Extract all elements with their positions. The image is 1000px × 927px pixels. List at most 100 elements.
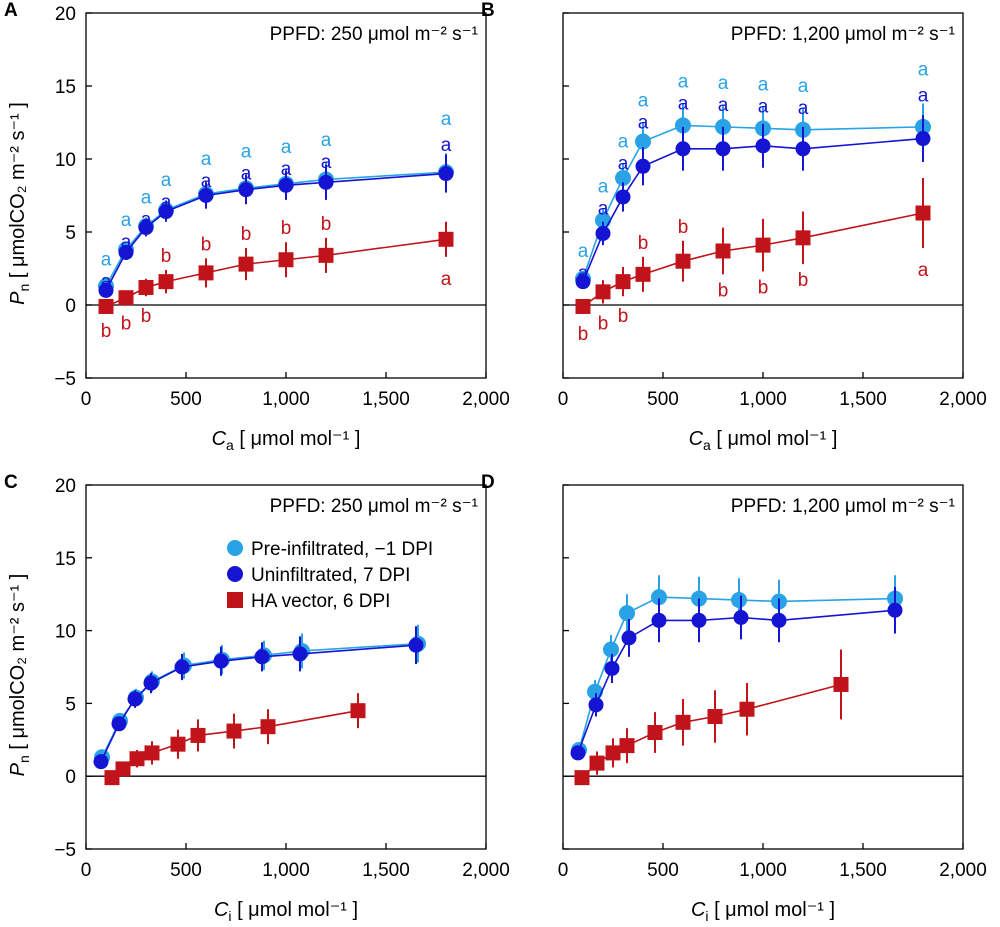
- sig-letter: a: [281, 137, 292, 158]
- data-point: [226, 723, 242, 739]
- data-point: [595, 225, 611, 241]
- data-point: [715, 243, 731, 259]
- y-tick-label: 10: [55, 622, 76, 643]
- data-point: [98, 298, 114, 314]
- data-point: [350, 703, 366, 719]
- y-tick-label: 5: [65, 694, 76, 715]
- data-point: [739, 701, 755, 717]
- data-point: [238, 182, 254, 198]
- y-label-var: P: [7, 291, 29, 305]
- sig-letter: a: [718, 73, 729, 94]
- x-label-unit: [ μmol mol⁻¹ ]: [711, 428, 838, 450]
- x-label-sub: i: [705, 908, 708, 924]
- x-tick-label: 2,000: [462, 860, 510, 881]
- series-uninfiltrated: [98, 154, 454, 298]
- x-label-var: C: [691, 899, 706, 921]
- data-point: [795, 141, 811, 157]
- plot-frame: [562, 484, 964, 850]
- x-tick-label: 500: [170, 860, 202, 881]
- ppfd-label: PPFD: 1,200 μmol m⁻² s⁻¹: [731, 496, 955, 517]
- data-point: [603, 641, 619, 658]
- legend-label: HA vector, 6 DPI: [251, 591, 390, 612]
- data-point: [915, 131, 931, 147]
- data-point: [115, 761, 131, 777]
- sig-letter: b: [121, 314, 132, 335]
- sig-letter: a: [678, 94, 689, 115]
- sig-letter: a: [578, 241, 589, 262]
- y-tick-label: 10: [55, 150, 76, 171]
- data-point: [98, 282, 114, 298]
- panel-label: B: [481, 0, 495, 21]
- data-point: [575, 274, 591, 290]
- panel-label: C: [4, 472, 18, 493]
- sig-letter: a: [101, 250, 112, 271]
- y-tick-label: −5: [54, 369, 76, 390]
- data-point: [733, 609, 749, 625]
- data-point: [691, 612, 707, 628]
- series-ha-vector: [575, 177, 931, 314]
- data-point: [635, 158, 651, 174]
- data-point: [144, 745, 160, 761]
- x-tick-label: 1,000: [739, 389, 787, 410]
- data-point: [93, 754, 109, 770]
- sig-letter: a: [618, 131, 629, 152]
- x-tick-label: 1,500: [839, 389, 887, 410]
- sig-letter: a: [321, 152, 332, 173]
- data-point: [755, 237, 771, 253]
- x-label-unit: [ μmol mol⁻¹ ]: [232, 899, 359, 921]
- legend-label: Uninfiltrated, 7 DPI: [251, 565, 410, 586]
- series-line: [582, 137, 924, 282]
- legend-marker: [227, 540, 243, 556]
- sig-letter: b: [241, 224, 252, 245]
- y-tick-label: 15: [55, 549, 76, 570]
- series-uninfiltrated: [575, 115, 931, 290]
- data-point: [198, 265, 214, 281]
- ppfd-label: PPFD: 250 μmol m⁻² s⁻¹: [270, 496, 478, 517]
- x-tick-label: 500: [647, 389, 679, 410]
- data-point: [755, 138, 771, 154]
- data-point: [595, 212, 611, 229]
- data-point: [635, 266, 651, 282]
- sig-letter: a: [141, 187, 152, 208]
- x-tick-label: 1,000: [739, 860, 787, 881]
- sig-letter: a: [678, 72, 689, 93]
- x-tick-label: 1,500: [839, 860, 887, 881]
- data-point: [604, 660, 620, 676]
- sig-letter: b: [618, 306, 629, 327]
- data-point: [170, 736, 186, 752]
- x-tick-label: 0: [81, 860, 92, 881]
- data-point: [408, 637, 424, 653]
- sig-letter: a: [578, 263, 589, 284]
- sig-letter: a: [598, 177, 609, 198]
- data-point: [260, 719, 276, 735]
- data-point: [158, 274, 174, 290]
- x-tick-label: 1,000: [262, 389, 310, 410]
- panel-d: D 0 500 1,000 1,500 2,000 Ci [ μmol mol⁻¹ ] PPF…: [481, 472, 987, 924]
- data-point: [771, 612, 787, 628]
- y-tick-label: 5: [65, 223, 76, 244]
- x-tick-label: 1,000: [262, 860, 310, 881]
- sig-letter: a: [598, 199, 609, 220]
- data-point: [615, 189, 631, 205]
- legend-marker: [227, 566, 243, 582]
- data-point: [118, 244, 134, 260]
- data-point: [238, 256, 254, 272]
- x-tick-label: 0: [558, 389, 569, 410]
- sig-letter: b: [281, 218, 292, 239]
- data-point: [589, 755, 605, 771]
- data-point: [127, 691, 143, 707]
- sig-letter: a: [241, 164, 252, 185]
- series-line: [581, 683, 842, 779]
- data-point: [675, 117, 691, 134]
- data-point: [651, 589, 667, 606]
- sig-letter: a: [201, 149, 212, 170]
- sig-letter: a: [758, 96, 769, 117]
- y-label-unit: [ μmolCO₂ m⁻² s⁻¹ ]: [7, 102, 29, 284]
- panel-label: A: [4, 0, 18, 21]
- data-point: [318, 174, 334, 190]
- data-point: [675, 253, 691, 269]
- sig-letter: a: [321, 130, 332, 151]
- y-axis-label: Pn [ μmolCO₂ m⁻² s⁻¹ ]: [7, 574, 32, 777]
